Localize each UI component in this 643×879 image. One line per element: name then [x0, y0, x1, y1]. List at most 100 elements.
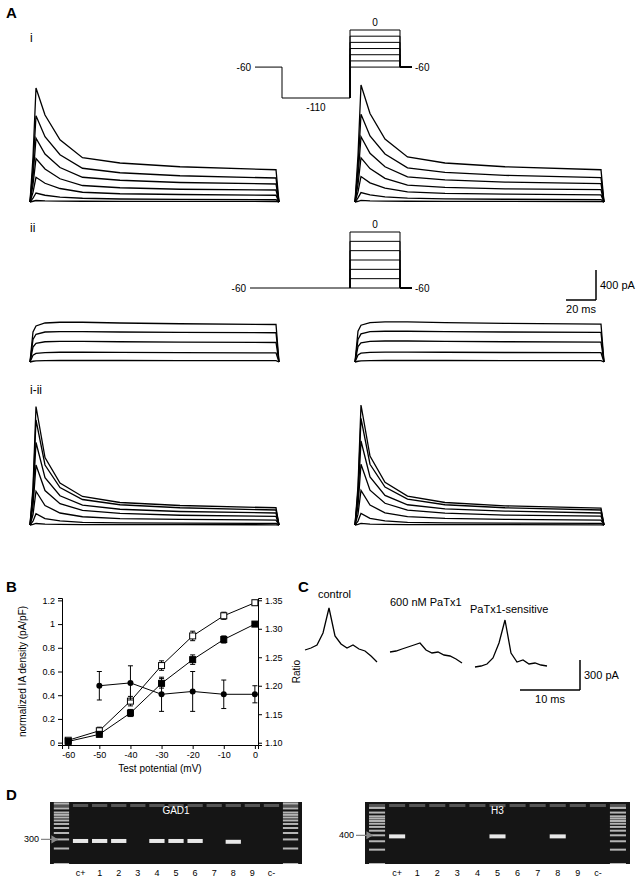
ladder-band — [610, 812, 626, 814]
protocol-step — [350, 42, 412, 98]
marker — [252, 621, 258, 627]
ladder-band — [283, 848, 298, 850]
tick-label: 400 — [339, 830, 354, 840]
traces — [355, 322, 604, 362]
tick-label: 300 — [24, 834, 39, 844]
protocol-holding — [255, 67, 282, 68]
ladder-band — [54, 863, 69, 864]
trace-label: PaTx1-sensitive — [470, 603, 548, 615]
protocol-step — [350, 269, 412, 288]
tick-mark — [258, 600, 262, 601]
ladder-band — [369, 812, 385, 814]
ladder-band — [369, 830, 385, 832]
trace — [30, 514, 279, 525]
well — [207, 804, 222, 807]
band — [111, 839, 126, 843]
ladder-band — [610, 807, 626, 809]
marker — [221, 691, 227, 697]
trace — [355, 341, 604, 362]
well — [590, 804, 606, 807]
trace — [305, 608, 377, 662]
trace — [355, 491, 604, 526]
scale-bar-y — [579, 660, 581, 690]
tick: 0 — [253, 745, 258, 760]
trace — [30, 341, 279, 362]
trace — [30, 407, 279, 526]
well — [283, 804, 298, 807]
lane-label: 7 — [535, 868, 540, 878]
scale-bar-x — [520, 689, 580, 691]
ladder-band — [283, 802, 298, 804]
tick-label: -30 — [156, 750, 169, 760]
protocol-step — [350, 49, 412, 98]
protocol-label: -60 — [237, 62, 252, 73]
trace-label: 600 nM PaTx1 — [390, 596, 462, 608]
tick-label: -10 — [218, 750, 231, 760]
tick-mark — [162, 745, 163, 749]
well — [264, 804, 279, 807]
trace — [355, 85, 604, 202]
error-bar — [221, 636, 226, 643]
ladder-band — [610, 820, 626, 822]
traces — [30, 407, 279, 526]
well — [92, 804, 107, 807]
tick: 0.8 — [42, 643, 62, 653]
traces — [30, 322, 279, 362]
ladder-band — [610, 826, 626, 828]
traces — [305, 608, 547, 667]
tick-arrow — [41, 836, 57, 842]
tick-label: -40 — [124, 750, 137, 760]
ladder-band — [610, 818, 626, 820]
protocol-step — [350, 30, 412, 98]
ladder-band — [283, 812, 298, 814]
ladder-band — [283, 817, 298, 819]
ladder-band — [610, 849, 626, 851]
tick-label: -60 — [62, 750, 75, 760]
error-bar — [221, 612, 226, 619]
tick: 0.4 — [42, 691, 62, 701]
tick: -40 — [124, 745, 137, 760]
well — [389, 804, 405, 807]
ladder-band — [54, 823, 69, 825]
ladder-band — [54, 827, 69, 829]
tick: 1.30 — [258, 624, 283, 634]
trace — [355, 441, 604, 525]
marker — [221, 613, 227, 619]
tick-mark — [99, 745, 100, 749]
gel-lanes — [54, 802, 298, 864]
panel-label: C — [298, 578, 309, 595]
error-bar — [190, 672, 195, 712]
tick-mark — [68, 745, 69, 749]
trace — [30, 177, 279, 202]
protocol-label: 0 — [372, 219, 378, 230]
protocol-step — [350, 251, 412, 288]
tick-label: 1 — [50, 619, 55, 629]
protocol-step — [350, 279, 412, 288]
lane-label: 7 — [212, 868, 217, 878]
band — [73, 839, 88, 843]
tick-label: 0 — [253, 750, 258, 760]
lane-label: 9 — [575, 868, 580, 878]
trace — [30, 524, 279, 526]
tick-mark — [258, 743, 262, 744]
gel-title: GAD1 — [162, 805, 190, 816]
figure: -110-600-60Ai-600-60ii400 pA20 msi-iicon… — [0, 0, 643, 879]
lane-label: c+ — [392, 868, 402, 878]
trace — [30, 361, 279, 363]
well — [130, 804, 145, 807]
lane-label: 9 — [250, 868, 255, 878]
tick: -10 — [218, 745, 231, 760]
marker — [127, 680, 133, 686]
error-bar — [128, 709, 133, 716]
ladder-band — [283, 827, 298, 829]
protocol-step — [350, 241, 412, 288]
plot — [65, 600, 258, 745]
tick-label: 0 — [50, 738, 55, 748]
well — [469, 804, 485, 807]
ladder-band — [610, 815, 626, 817]
tick: 0.2 — [42, 714, 62, 724]
trace — [355, 322, 604, 362]
tick: 1.20 — [258, 681, 283, 691]
error-bar — [252, 600, 257, 605]
series-line — [68, 624, 255, 741]
